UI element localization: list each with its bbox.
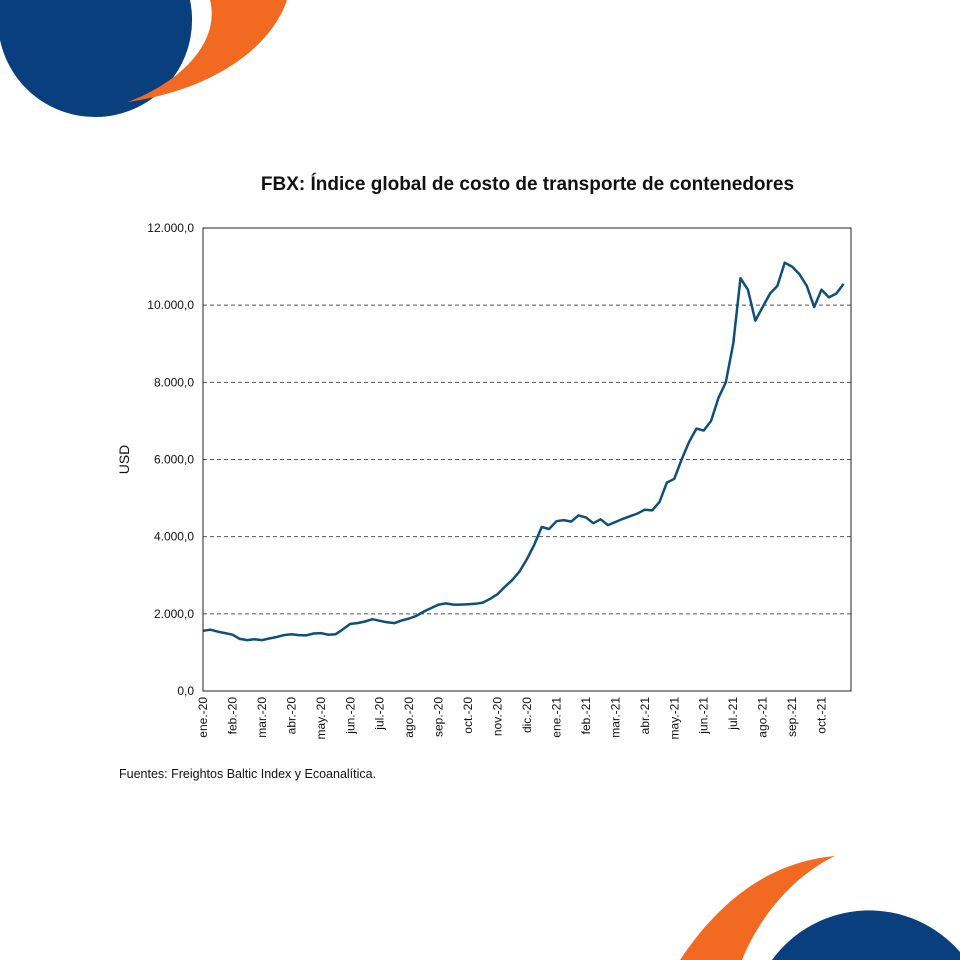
x-tick-label: jul.-21 bbox=[726, 697, 740, 731]
plot-area-frame bbox=[202, 227, 852, 692]
x-tick-label: may.-20 bbox=[314, 697, 328, 740]
navy-circle-top-left bbox=[0, 0, 193, 118]
y-axis-tick-labels: 0,0 2.000,0 4.000,0 6.000,0 8.000,0 10.000,0 1… bbox=[147, 221, 194, 698]
x-tick-label: sep.-20 bbox=[432, 697, 446, 737]
y-tick-label: 12.000,0 bbox=[147, 221, 194, 235]
x-tick-label: abr.-20 bbox=[284, 697, 298, 735]
x-tick-label: ago.-21 bbox=[756, 697, 770, 738]
y-tick-label: 6.000,0 bbox=[154, 453, 194, 467]
y-tick-label: 10.000,0 bbox=[147, 298, 194, 312]
navy-circle-bottom-right bbox=[772, 910, 960, 960]
x-tick-label: jun.-21 bbox=[697, 697, 711, 735]
x-tick-label: may.-21 bbox=[667, 697, 681, 740]
x-axis-tick-labels: ene.-20 feb.-20 mar.-20 abr.-20 may.-20 jun.-… bbox=[196, 697, 829, 740]
y-tick-label: 0,0 bbox=[177, 684, 194, 698]
x-tick-label: feb.-21 bbox=[579, 697, 593, 735]
grid-lines bbox=[203, 304, 851, 615]
x-tick-label: dic.-20 bbox=[520, 697, 534, 733]
x-tick-label: mar.-21 bbox=[608, 697, 622, 738]
x-tick-label: feb.-20 bbox=[225, 697, 239, 735]
x-tick-label: sep.-21 bbox=[785, 697, 799, 737]
y-tick-label: 8.000,0 bbox=[154, 375, 194, 389]
source-note: Fuentes: Freightos Baltic Index y Ecoana… bbox=[119, 767, 377, 781]
x-tick-label: abr.-21 bbox=[638, 697, 652, 735]
x-tick-label: ago.-20 bbox=[402, 697, 416, 738]
x-tick-label: jul.-20 bbox=[373, 697, 387, 731]
x-tick-label: mar.-20 bbox=[255, 697, 269, 738]
y-axis-label: USD bbox=[116, 445, 132, 475]
chart-title: FBX: Índice global de costo de transport… bbox=[260, 174, 795, 195]
orange-swoosh-bottom bbox=[680, 856, 835, 960]
y-tick-label: 4.000,0 bbox=[154, 530, 194, 544]
x-tick-label: oct.-21 bbox=[815, 697, 829, 734]
x-tick-label: jun.-20 bbox=[343, 697, 357, 735]
x-tick-label: ene.-20 bbox=[196, 697, 210, 738]
orange-swoosh-top bbox=[128, 0, 287, 102]
x-tick-label: oct.-20 bbox=[461, 697, 475, 734]
x-tick-label: nov.-20 bbox=[491, 697, 505, 736]
series-line-fbx bbox=[202, 261, 845, 642]
x-tick-label: ene.-21 bbox=[549, 697, 563, 738]
y-tick-label: 2.000,0 bbox=[154, 607, 194, 621]
